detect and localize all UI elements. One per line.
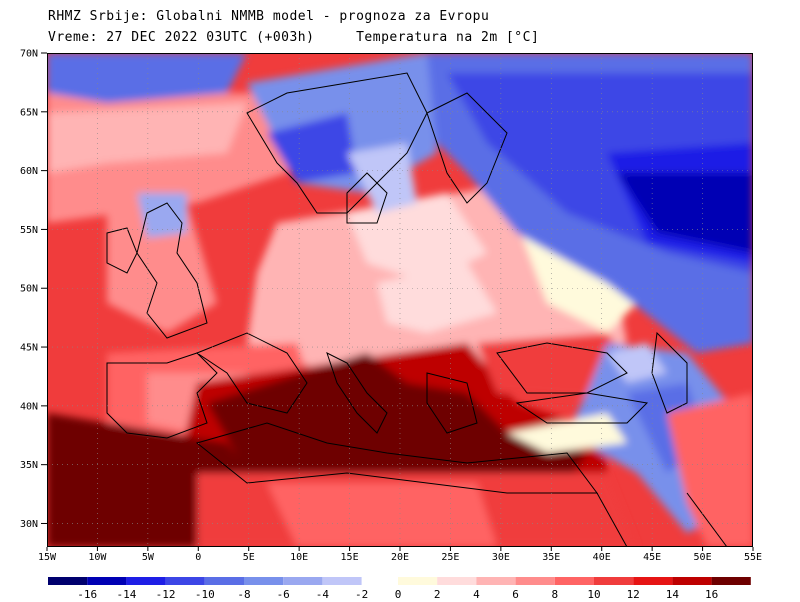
colorbar-swatch-cold xyxy=(165,577,205,585)
lat-tick-label: 55N xyxy=(20,225,38,236)
colorbar-label-warm: 0 xyxy=(395,588,402,601)
colorbar-label-cold: -6 xyxy=(277,588,290,601)
map-svg xyxy=(47,53,753,547)
colorbar-label-cold: -14 xyxy=(116,588,136,601)
lon-tick-label: 5E xyxy=(243,552,255,563)
colorbar-swatch-cold xyxy=(87,577,127,585)
colorbar-swatch-warm xyxy=(515,577,555,585)
colorbar-label-warm: 2 xyxy=(434,588,441,601)
colorbar-label-warm: 16 xyxy=(705,588,718,601)
lon-tick-label: 15E xyxy=(341,552,359,563)
colorbar-label-warm: 6 xyxy=(512,588,519,601)
colorbar-swatch-warm xyxy=(633,577,673,585)
latitude-axis: 70N 65N 60N 55N 50N 45N 40N 35N 30N xyxy=(20,49,47,530)
colorbar-label-cold: -12 xyxy=(156,588,176,601)
lon-tick-label: 55E xyxy=(744,552,762,563)
colorbar-swatch-cold xyxy=(204,577,244,585)
colorbar-label-cold: -2 xyxy=(355,588,368,601)
colorbar-swatch-warm xyxy=(398,577,438,585)
colorbar-swatch-cold xyxy=(48,577,88,585)
lat-tick-label: 35N xyxy=(20,460,38,471)
lon-tick-label: 20E xyxy=(391,552,409,563)
colorbar-label-warm: 10 xyxy=(587,588,600,601)
colorbar-swatch-warm xyxy=(476,577,516,585)
colorbar-swatch-warm xyxy=(711,577,751,585)
colorbar-label-warm: 12 xyxy=(627,588,640,601)
forecast-time: Vreme: 27 DEC 2022 03UTC (+003h) xyxy=(48,30,315,45)
lon-tick-label: 10E xyxy=(290,552,308,563)
colorbar-swatch-cold xyxy=(322,577,362,585)
colorbar-swatch-warm xyxy=(437,577,477,585)
lon-tick-label: 5W xyxy=(142,552,155,563)
lon-tick-label: 30E xyxy=(492,552,510,563)
colorbar-label-warm: 4 xyxy=(473,588,480,601)
colorbar-swatch-cold xyxy=(283,577,323,585)
lat-tick-label: 60N xyxy=(20,166,38,177)
lon-tick-label: 45E xyxy=(643,552,661,563)
colorbar-swatch-warm xyxy=(672,577,712,585)
coastlines xyxy=(106,72,728,547)
lon-tick-label: 35E xyxy=(542,552,560,563)
lon-tick-label: 10W xyxy=(88,552,107,563)
lon-tick-label: 0 xyxy=(195,552,201,563)
variable-label: Temperatura na 2m [°C] xyxy=(356,30,540,45)
colorbar-swatch-cold xyxy=(126,577,166,585)
lat-tick-label: 70N xyxy=(20,49,38,60)
colorbar-swatch-warm xyxy=(554,577,594,585)
lon-tick-label: 15W xyxy=(38,552,57,563)
lat-tick-label: 30N xyxy=(20,519,38,530)
lat-tick-label: 50N xyxy=(20,284,38,295)
colorbar-label-cold: -8 xyxy=(237,588,250,601)
colorbar-label-cold: -16 xyxy=(77,588,97,601)
lon-tick-label: 40E xyxy=(593,552,611,563)
map-frame xyxy=(47,53,753,547)
longitude-axis: 15W 10W 5W 0 5E 10E 15E 20E 25E 30E 35E 40E 45E 50E 55… xyxy=(38,547,762,563)
lat-tick-label: 65N xyxy=(20,107,38,118)
temperature-map xyxy=(47,53,753,547)
lat-tick-label: 45N xyxy=(20,343,38,354)
chart-subtitle: Vreme: 27 DEC 2022 03UTC (+003h) Tempera… xyxy=(48,30,539,45)
lon-tick-label: 25E xyxy=(441,552,459,563)
colorbar-label-cold: -4 xyxy=(316,588,330,601)
colorbar-label-cold: -10 xyxy=(195,588,215,601)
colorbar-label-warm: 8 xyxy=(551,588,558,601)
colorbar-swatch-warm xyxy=(594,577,634,585)
lat-tick-label: 40N xyxy=(20,401,38,412)
colorbar-label-warm: 14 xyxy=(666,588,680,601)
colorbar-swatch-cold xyxy=(244,577,284,585)
temperature-field xyxy=(47,53,753,547)
chart-title: RHMZ Srbije: Globalni NMMB model - progn… xyxy=(48,9,490,24)
colorbar: -16 -14 -12 -10 -8 -6 -4 -2 0 2 4 6 8 10 12 14 16 xyxy=(48,577,751,601)
lon-tick-label: 50E xyxy=(694,552,712,563)
